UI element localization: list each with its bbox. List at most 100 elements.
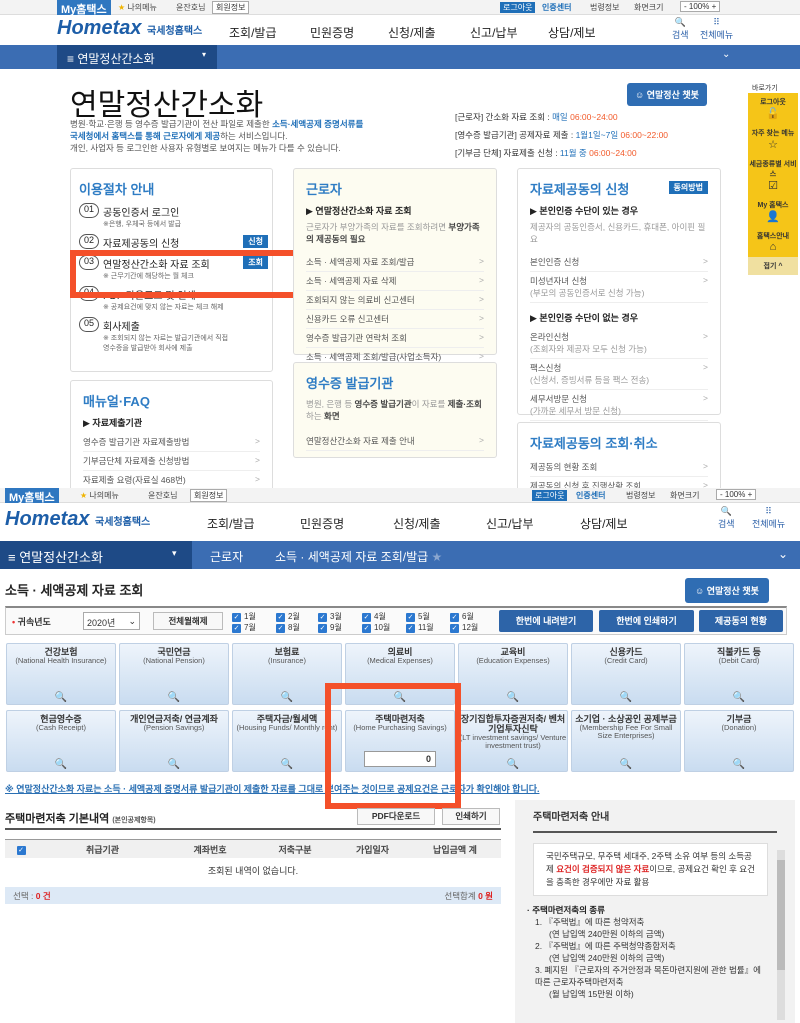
nav-consult[interactable]: 상담/제보: [580, 517, 628, 531]
quick-my-hometax[interactable]: My 홈택스 👤: [757, 202, 789, 223]
star-icon: ☆: [768, 139, 778, 151]
nav-report[interactable]: 신고/납부: [470, 26, 518, 40]
my-menu-link[interactable]: ★ 나의메뉴: [80, 491, 119, 500]
my-menu-link[interactable]: ★ 나의메뉴: [118, 3, 157, 12]
section-menu[interactable]: ≡ 연말정산간소화 ▾: [0, 541, 192, 569]
chatbot-button[interactable]: ☺ 연말정산 챗봇: [685, 578, 769, 603]
worker-link[interactable]: 조회되지 않는 의료비 신고센터 >: [306, 291, 484, 310]
deduction-tile[interactable]: 국민연금 (National Pension) 🔍: [119, 643, 229, 705]
print-all-button[interactable]: 한번에 인쇄하기: [599, 610, 694, 632]
worker-link[interactable]: 신용카드 오류 신고센터 >: [306, 310, 484, 329]
deduction-tile[interactable]: 소기업 · 소상공인 공제부금 (Membership Fee For Small…: [571, 710, 681, 772]
logout-button[interactable]: 로그아웃: [532, 490, 568, 501]
nav-apply[interactable]: 신청/제출: [388, 26, 436, 40]
all-menu-button[interactable]: ⠿ 전체메뉴: [700, 17, 734, 40]
search-button[interactable]: 🔍 검색: [672, 17, 689, 40]
faq-item[interactable]: 영수증 발급기관 자료제출방법 >: [83, 433, 260, 452]
nav-civil[interactable]: 민원증명: [310, 26, 355, 40]
logout-button[interactable]: 로그아웃: [500, 2, 536, 13]
month-checkbox-group[interactable]: ✓ 1월 ✓ 7월: [232, 612, 256, 633]
scrollbar-thumb[interactable]: [777, 860, 785, 970]
worker-link[interactable]: 영수증 발급기관 연락처 조회 >: [306, 329, 484, 348]
deduction-tile[interactable]: 보험료 (Insurance) 🔍: [232, 643, 342, 705]
deduction-tile[interactable]: 주택마련저축 (Home Purchasing Savings) 0: [345, 710, 455, 772]
cert-center-link[interactable]: 인증센터: [576, 491, 606, 500]
toggle-all-months-button[interactable]: 전체월해제: [153, 612, 223, 630]
zoom-control[interactable]: - 100% +: [716, 489, 757, 500]
scrollbar[interactable]: [777, 850, 785, 1020]
month-checkbox-group[interactable]: ✓ 4월 ✓ 10월: [362, 612, 391, 633]
zoom-control[interactable]: - 100% +: [680, 1, 721, 12]
deduction-tile[interactable]: 의료비 (Medical Expenses) 🔍: [345, 643, 455, 705]
pdf-download-button[interactable]: PDF다운로드: [357, 808, 435, 825]
month-checkbox-group[interactable]: ✓ 6월 ✓ 12월: [450, 612, 479, 633]
search-icon: 🔍: [280, 759, 294, 770]
download-all-button[interactable]: 한번에 내려받기: [499, 610, 593, 632]
law-info-link[interactable]: 법령정보: [590, 3, 620, 12]
consent-method-button[interactable]: 동의방법: [668, 181, 708, 194]
member-info-button[interactable]: 회원정보: [212, 1, 250, 14]
consent-link[interactable]: 온라인신청 (조회자와 제공자 모두 신청 가능) >: [530, 328, 708, 359]
nav-consult[interactable]: 상담/제보: [548, 26, 596, 40]
menu-bar-2: ≡ 연말정산간소화 ▾ 근로자 소득 · 세액공제 자료 조회/발급 ★ ⌄: [0, 541, 800, 569]
member-info-button[interactable]: 회원정보: [190, 489, 228, 502]
deduction-tile[interactable]: 현금영수증 (Cash Receipt) 🔍: [6, 710, 116, 772]
consent-link[interactable]: 세무서방문 신청 (가까운 세무서 방문 신청) >: [530, 390, 708, 421]
all-menu-button[interactable]: ⠿ 전체메뉴: [752, 506, 786, 529]
nav-inquiry[interactable]: 조회/발급: [229, 26, 277, 40]
deduction-tile[interactable]: 건강보험 (National Health Insurance) 🔍: [6, 643, 116, 705]
tile-title: 보험료: [274, 647, 300, 657]
consent-link[interactable]: 팩스신청 (신청서, 증빙서류 등을 팩스 전송) >: [530, 359, 708, 390]
step-03: 03 연말정산간소화 자료 조회 조회 ※ 근무기간에 해당하는 월 체크: [79, 255, 268, 281]
year-select[interactable]: 2020년 ⌄: [83, 612, 140, 630]
hometax-logo[interactable]: Hometax 국세청홈택스: [5, 508, 151, 530]
apply-button[interactable]: 신청: [243, 235, 268, 248]
hometax-logo[interactable]: Hometax 국세청홈택스: [57, 17, 203, 39]
quick-guide[interactable]: 홈택스안내 ⌂: [756, 233, 790, 253]
worker-link[interactable]: 소득 · 세액공제 자료 삭제 >: [306, 272, 484, 291]
my-hometax-button[interactable]: My홈택스: [5, 488, 59, 504]
worker-section: ▶ 연말정산간소화 자료 조회: [306, 206, 412, 216]
section-menu[interactable]: ≡ 연말정산간소화 ▾: [57, 45, 217, 69]
law-info-link[interactable]: 법령정보: [626, 491, 656, 500]
collapse-icon[interactable]: ⌄: [722, 49, 731, 60]
consent-status-button[interactable]: 제공동의 현황: [699, 610, 783, 632]
faq-item[interactable]: 기부금단체 자료제출 신청방법 >: [83, 452, 260, 471]
cancel-link[interactable]: 제공동의 현황 조회 >: [530, 458, 708, 477]
deduction-tile[interactable]: 직불카드 등 (Debit Card) 🔍: [684, 643, 794, 705]
breadcrumb-current[interactable]: 소득 · 세액공제 자료 조회/발급 ★: [275, 550, 443, 564]
deduction-tile[interactable]: 교육비 (Education Expenses) 🔍: [458, 643, 568, 705]
my-hometax-button[interactable]: My홈택스: [57, 0, 111, 16]
print-button[interactable]: 인쇄하기: [442, 808, 500, 825]
collapse-icon[interactable]: ⌄: [778, 547, 789, 561]
nav-civil[interactable]: 민원증명: [300, 517, 345, 531]
search-icon: 🔍: [280, 692, 294, 703]
cert-center-link[interactable]: 인증센터: [542, 3, 572, 12]
worker-link[interactable]: 소득 · 세액공제 자료 조회/발급 >: [306, 253, 484, 272]
nav-report[interactable]: 신고/납부: [486, 517, 534, 531]
quick-tax-type[interactable]: 세금종류별 서비스 ☑: [749, 161, 797, 192]
month-checkbox-group[interactable]: ✓ 5월 ✓ 11월: [406, 612, 434, 633]
inquiry-button[interactable]: 조회: [243, 256, 268, 269]
deduction-tile[interactable]: 장기집합투자증권저축/ 벤처기업투자신탁 (LT investment savin…: [458, 710, 568, 772]
search-button[interactable]: 🔍 검색: [718, 506, 735, 529]
chatbot-button[interactable]: ☺ 연말정산 챗봇: [627, 83, 707, 106]
breadcrumb-worker[interactable]: 근로자: [210, 550, 244, 564]
consent-link[interactable]: 본인인증 신청 >: [530, 253, 708, 272]
nav-inquiry[interactable]: 조회/발급: [207, 517, 255, 531]
quick-logout[interactable]: 로그아웃 🔓: [760, 99, 786, 120]
quick-frequent[interactable]: 자주 찾는 메뉴 ☆: [751, 130, 795, 151]
step-02: 02 자료제공동의 신청 신청: [79, 234, 268, 250]
deduction-tile[interactable]: 신용카드 (Credit Card) 🔍: [571, 643, 681, 705]
issuer-link[interactable]: 연말정산간소화 자료 제출 안내 >: [306, 432, 484, 451]
deduction-tile[interactable]: 주택자금/월세액 (Housing Funds/ Monthly rent) 🔍: [232, 710, 342, 772]
deduction-tile[interactable]: 개인연금저축/ 연금계좌 (Pension Savings) 🔍: [119, 710, 229, 772]
month-checkbox-group[interactable]: ✓ 2월 ✓ 8월: [276, 612, 300, 633]
consent-link[interactable]: 미성년자녀 신청 (부모의 공동인증서로 신청 가능) >: [530, 272, 708, 303]
month-checkbox-group[interactable]: ✓ 3월 ✓ 9월: [318, 612, 342, 633]
deduction-tile[interactable]: 기부금 (Donation) 🔍: [684, 710, 794, 772]
quick-collapse[interactable]: 접기 ^: [748, 257, 798, 275]
nav-apply[interactable]: 신청/제출: [393, 517, 441, 531]
tile-title: 주택마련저축: [375, 714, 425, 724]
select-all-checkbox[interactable]: ✓: [16, 845, 26, 855]
